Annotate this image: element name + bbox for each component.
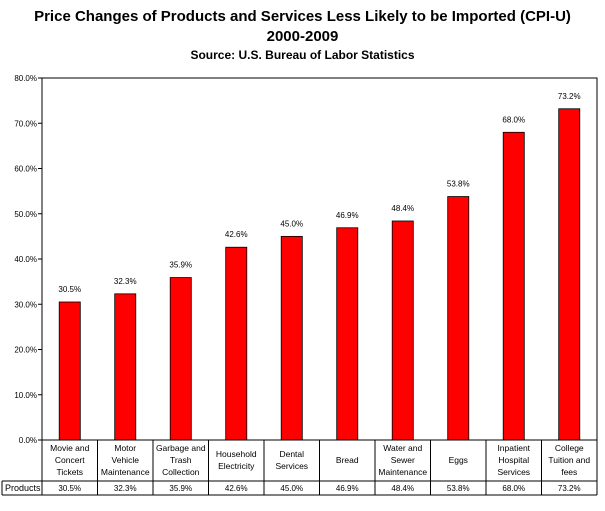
category-label: Movie and Concert Tickets <box>50 443 89 477</box>
y-tick-label: 20.0% <box>14 346 37 355</box>
bar-data-label: 45.0% <box>280 219 303 228</box>
bar-data-label: 32.3% <box>114 277 137 286</box>
table-cell-value: 35.9% <box>169 484 192 493</box>
bar <box>225 246 248 441</box>
table-cell-value: 53.8% <box>447 484 470 493</box>
table-cell-value: 45.0% <box>280 484 303 493</box>
table-row-header: Products <box>5 483 41 493</box>
bar <box>391 220 414 441</box>
y-tick-label: 10.0% <box>14 391 37 400</box>
y-tick-label: 30.0% <box>14 300 37 309</box>
category-label: Eggs <box>449 455 468 465</box>
chart-title: Price Changes of Products and Services L… <box>34 8 571 25</box>
bar-data-label: 42.6% <box>225 230 248 239</box>
y-tick-label: 40.0% <box>14 255 37 264</box>
bar-data-label: 73.2% <box>558 92 581 101</box>
table-cell-value: 73.2% <box>558 484 581 493</box>
bar <box>502 131 525 441</box>
bar-data-label: 53.8% <box>447 180 470 189</box>
table-cell-value: 30.5% <box>58 484 81 493</box>
category-label: Bread <box>336 455 359 465</box>
y-tick-label: 0.0% <box>19 436 37 445</box>
bar <box>58 301 81 441</box>
y-tick-label: 50.0% <box>14 210 37 219</box>
bar-data-label: 68.0% <box>502 115 525 124</box>
y-tick-label: 70.0% <box>14 119 37 128</box>
category-label: Water and Sewer Maintenance <box>378 443 427 477</box>
table-cell-value: 48.4% <box>391 484 414 493</box>
bar-data-label: 35.9% <box>169 261 192 270</box>
bar <box>336 227 359 441</box>
table-cell-value: 68.0% <box>502 484 525 493</box>
category-label: College Tuition and fees <box>548 443 590 477</box>
table-cell-value: 42.6% <box>225 484 248 493</box>
bar-data-label: 30.5% <box>58 285 81 294</box>
bar <box>169 277 192 441</box>
category-label: Dental Services <box>275 449 308 471</box>
chart-source: Source: U.S. Bureau of Labor Statistics <box>190 48 415 62</box>
table-cell-value: 32.3% <box>114 484 137 493</box>
bar <box>447 196 470 441</box>
bar <box>558 108 581 441</box>
y-tick-label: 80.0% <box>14 74 37 83</box>
table-cell-value: 46.9% <box>336 484 359 493</box>
bar <box>114 293 137 441</box>
category-label: Garbage and Trash Collection <box>156 443 206 477</box>
bar-data-label: 46.9% <box>336 211 359 220</box>
category-label: Inpatient Hospital Services <box>497 443 530 477</box>
chart-title-years: 2000-2009 <box>266 28 339 45</box>
y-tick-label: 60.0% <box>14 165 37 174</box>
bar <box>280 235 303 441</box>
category-label: Household Electricity <box>216 449 257 471</box>
bar-data-label: 48.4% <box>391 204 414 213</box>
category-label: Motor Vehicle Maintenance <box>101 443 150 477</box>
